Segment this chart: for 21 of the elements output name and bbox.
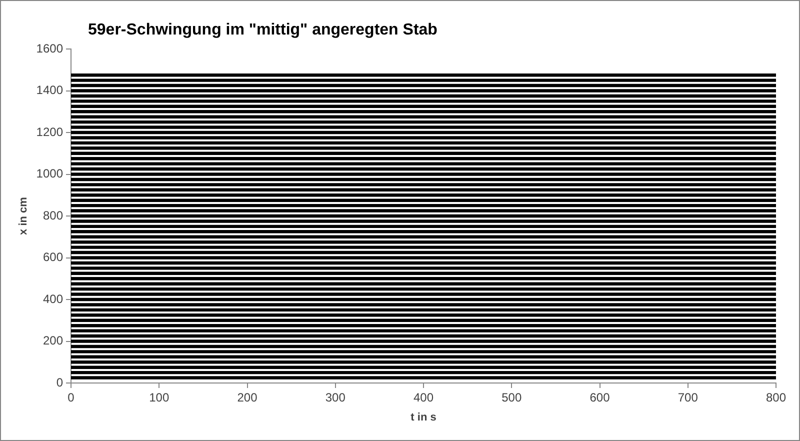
x-tick-label: 0 xyxy=(68,390,75,405)
x-tick-label: 200 xyxy=(237,390,258,405)
x-tick-label: 300 xyxy=(325,390,346,405)
y-tick-label: 1400 xyxy=(36,83,64,98)
y-tick-label: 800 xyxy=(42,208,64,222)
x-tick-label: 700 xyxy=(678,390,698,405)
x-tick-label: 600 xyxy=(590,390,610,405)
x-tick-label: 800 xyxy=(766,390,786,405)
y-tick-label: 600 xyxy=(42,250,64,264)
x-tick-label: 500 xyxy=(502,390,522,405)
x-tick-label: 400 xyxy=(413,390,434,405)
y-tick-label: 1200 xyxy=(36,124,64,139)
y-tick-label: 0 xyxy=(56,375,64,390)
y-tick-label: 1000 xyxy=(36,166,64,181)
y-axis-title: x in cm xyxy=(18,196,30,235)
y-tick-label: 200 xyxy=(42,334,64,348)
chart-title: 59er-Schwingung im "mittig" angeregten Stab xyxy=(88,21,438,38)
y-tick-label: 400 xyxy=(42,292,64,306)
x-axis-title: t in s xyxy=(410,411,436,424)
x-tick-label: 100 xyxy=(149,390,170,405)
y-tick-label: 1600 xyxy=(36,41,64,56)
